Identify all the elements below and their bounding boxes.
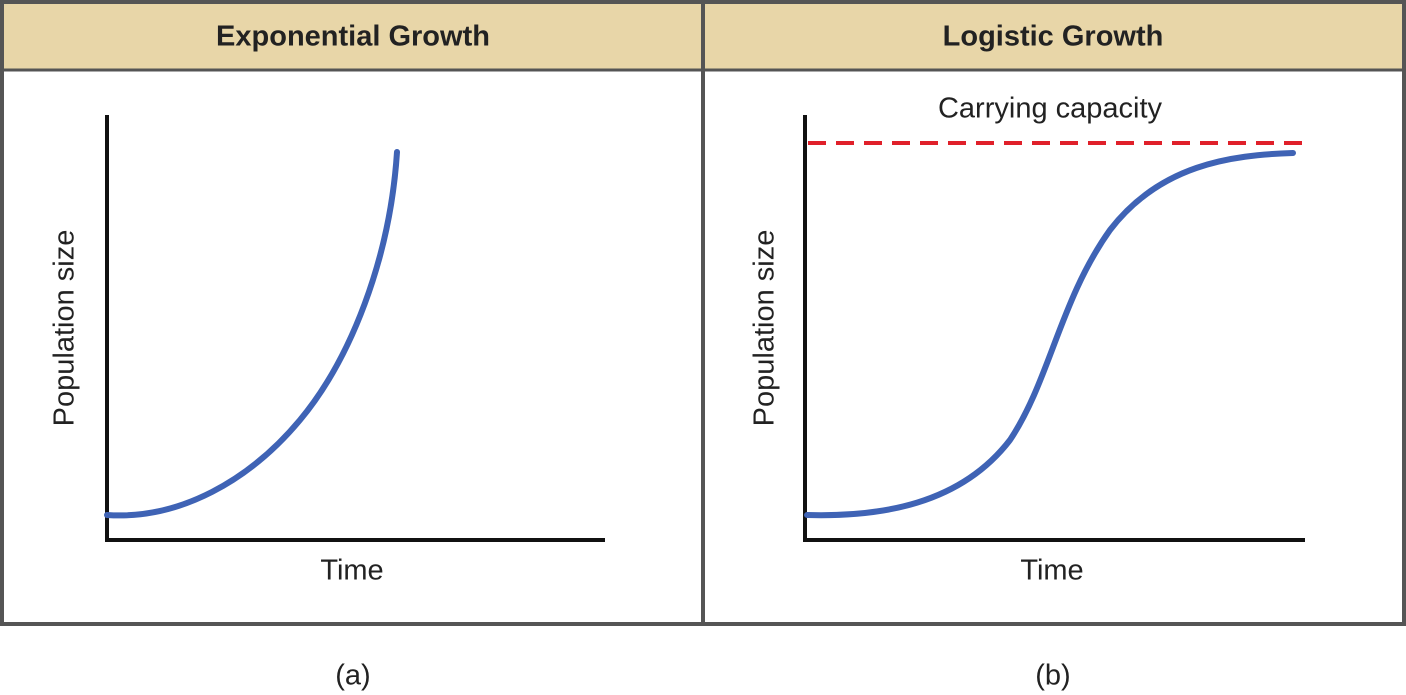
- panel-title: Logistic Growth: [943, 21, 1164, 53]
- exponential-curve: [104, 149, 400, 519]
- y-axis-label: Population size: [49, 230, 81, 427]
- caption: (b): [1035, 660, 1070, 692]
- annotation: Carrying capacity: [938, 93, 1163, 125]
- caption: (a): [335, 660, 370, 692]
- x-axis-label: Time: [320, 555, 383, 587]
- x-axis-label: Time: [1020, 555, 1083, 587]
- axes: [803, 115, 1305, 542]
- panel-title: Exponential Growth: [216, 21, 490, 53]
- y-axis-label: Population size: [749, 230, 781, 427]
- axes: [105, 115, 605, 542]
- logistic-curve: [804, 150, 1296, 519]
